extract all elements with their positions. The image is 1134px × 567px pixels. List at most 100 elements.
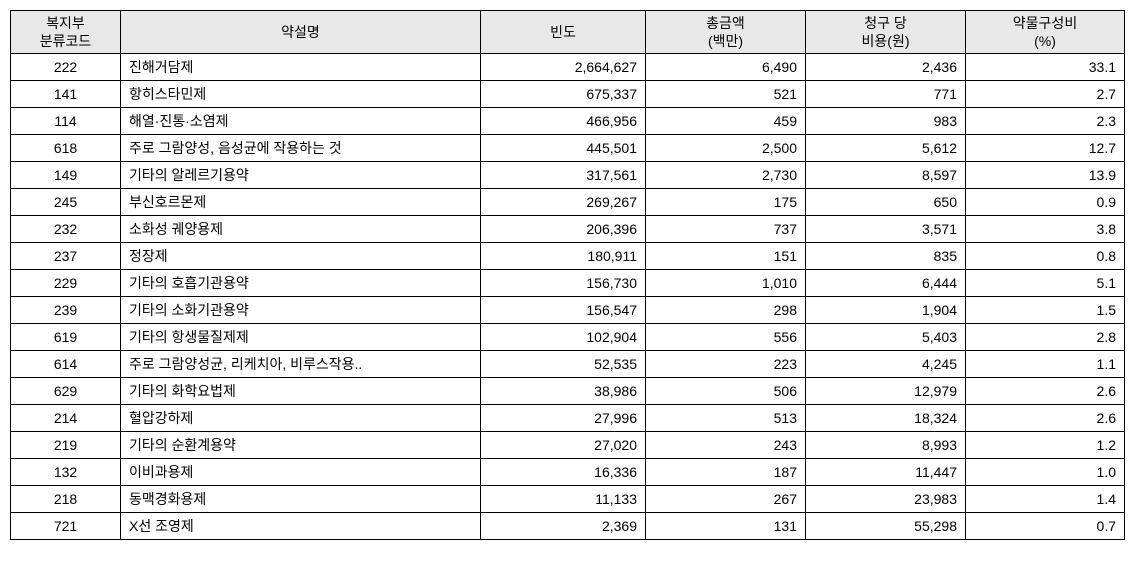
cell-amount: 506 [646,378,806,405]
cell-frequency: 269,267 [481,189,646,216]
cell-name: 이비과용제 [121,459,481,486]
cell-frequency: 2,664,627 [481,54,646,81]
cell-ratio: 12.7 [966,135,1125,162]
cell-amount: 243 [646,432,806,459]
cell-cost: 8,597 [806,162,966,189]
cell-ratio: 33.1 [966,54,1125,81]
table-row: 222진해거담제2,664,6276,4902,43633.1 [11,54,1125,81]
table-row: 114해열·진통·소염제466,9564599832.3 [11,108,1125,135]
cell-ratio: 5.1 [966,270,1125,297]
cell-ratio: 1.5 [966,297,1125,324]
cell-ratio: 2.8 [966,324,1125,351]
table-row: 214혈압강하제27,99651318,3242.6 [11,405,1125,432]
cell-cost: 1,904 [806,297,966,324]
cell-cost: 18,324 [806,405,966,432]
cell-amount: 2,500 [646,135,806,162]
cell-name: 기타의 알레르기용약 [121,162,481,189]
cell-code: 114 [11,108,121,135]
cell-code: 245 [11,189,121,216]
cell-frequency: 317,561 [481,162,646,189]
table-row: 218동맥경화용제11,13326723,9831.4 [11,486,1125,513]
header-frequency: 빈도 [481,11,646,54]
cell-cost: 3,571 [806,216,966,243]
cell-ratio: 2.6 [966,378,1125,405]
cell-amount: 187 [646,459,806,486]
cell-frequency: 102,904 [481,324,646,351]
cell-code: 239 [11,297,121,324]
cell-ratio: 2.3 [966,108,1125,135]
cell-cost: 23,983 [806,486,966,513]
table-row: 237정장제180,9111518350.8 [11,243,1125,270]
cell-name: 부신호르몬제 [121,189,481,216]
cell-ratio: 3.8 [966,216,1125,243]
cell-code: 222 [11,54,121,81]
cell-frequency: 16,336 [481,459,646,486]
cell-frequency: 466,956 [481,108,646,135]
cell-frequency: 52,535 [481,351,646,378]
cell-amount: 737 [646,216,806,243]
cell-name: 정장제 [121,243,481,270]
cell-frequency: 27,020 [481,432,646,459]
cell-cost: 11,447 [806,459,966,486]
cell-name: 기타의 순환계용약 [121,432,481,459]
table-row: 232소화성 궤양용제206,3967373,5713.8 [11,216,1125,243]
cell-cost: 2,436 [806,54,966,81]
cell-code: 614 [11,351,121,378]
header-name: 약설명 [121,11,481,54]
table-row: 614주로 그람양성균, 리케치아, 비루스작용..52,5352234,245… [11,351,1125,378]
cell-name: 주로 그람양성, 음성균에 작용하는 것 [121,135,481,162]
cell-frequency: 156,730 [481,270,646,297]
cell-amount: 298 [646,297,806,324]
cell-name: 소화성 궤양용제 [121,216,481,243]
cell-cost: 8,993 [806,432,966,459]
cell-amount: 513 [646,405,806,432]
header-row: 복지부분류코드 약설명 빈도 총금액(백만) 청구 당비용(원) 약물구성비(%… [11,11,1125,54]
table-row: 618주로 그람양성, 음성균에 작용하는 것445,5012,5005,612… [11,135,1125,162]
cell-code: 141 [11,81,121,108]
cell-code: 218 [11,486,121,513]
cell-code: 232 [11,216,121,243]
cell-amount: 6,490 [646,54,806,81]
cell-name: 해열·진통·소염제 [121,108,481,135]
table-row: 219기타의 순환계용약27,0202438,9931.2 [11,432,1125,459]
cell-name: 동맥경화용제 [121,486,481,513]
cell-code: 721 [11,513,121,540]
cell-name: 혈압강하제 [121,405,481,432]
cell-ratio: 0.7 [966,513,1125,540]
header-amount: 총금액(백만) [646,11,806,54]
cell-amount: 1,010 [646,270,806,297]
cell-ratio: 13.9 [966,162,1125,189]
cell-name: X선 조영제 [121,513,481,540]
cell-code: 214 [11,405,121,432]
cell-code: 229 [11,270,121,297]
cell-name: 주로 그람양성균, 리케치아, 비루스작용.. [121,351,481,378]
table-row: 239기타의 소화기관용약156,5472981,9041.5 [11,297,1125,324]
medication-table: 복지부분류코드 약설명 빈도 총금액(백만) 청구 당비용(원) 약물구성비(%… [10,10,1125,540]
cell-amount: 267 [646,486,806,513]
cell-cost: 771 [806,81,966,108]
cell-frequency: 675,337 [481,81,646,108]
cell-cost: 4,245 [806,351,966,378]
cell-cost: 5,612 [806,135,966,162]
cell-name: 진해거담제 [121,54,481,81]
header-code: 복지부분류코드 [11,11,121,54]
table-row: 149기타의 알레르기용약317,5612,7308,59713.9 [11,162,1125,189]
cell-code: 618 [11,135,121,162]
cell-ratio: 2.6 [966,405,1125,432]
cell-frequency: 206,396 [481,216,646,243]
table-row: 229기타의 호흡기관용약156,7301,0106,4445.1 [11,270,1125,297]
table-row: 619기타의 항생물질제제102,9045565,4032.8 [11,324,1125,351]
cell-amount: 175 [646,189,806,216]
cell-frequency: 2,369 [481,513,646,540]
table-row: 721X선 조영제2,36913155,2980.7 [11,513,1125,540]
table-row: 132이비과용제16,33618711,4471.0 [11,459,1125,486]
cell-cost: 12,979 [806,378,966,405]
cell-frequency: 38,986 [481,378,646,405]
cell-name: 기타의 소화기관용약 [121,297,481,324]
cell-amount: 223 [646,351,806,378]
cell-cost: 650 [806,189,966,216]
cell-ratio: 0.8 [966,243,1125,270]
header-ratio: 약물구성비(%) [966,11,1125,54]
cell-ratio: 1.2 [966,432,1125,459]
cell-amount: 2,730 [646,162,806,189]
